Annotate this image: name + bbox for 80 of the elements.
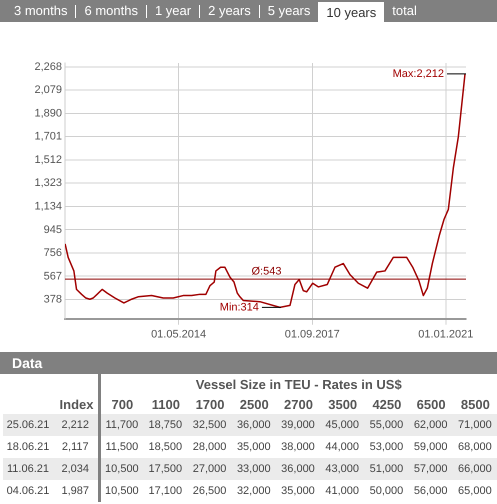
text: 43,000 [325, 463, 360, 475]
y-tick-label: 756 [44, 247, 62, 260]
y-tick-label: 1,323 [34, 177, 62, 190]
y-tick-label: 1,512 [34, 154, 62, 166]
text: Data [0, 352, 497, 374]
text: 71,000 [458, 419, 492, 431]
text: 3 months [13, 2, 68, 20]
text: 26,500 [192, 485, 226, 497]
text: 51,000 [370, 463, 404, 475]
text: 39,000 [281, 419, 315, 431]
text: 17,100 [148, 485, 182, 497]
y-tick-label: 1,701 [34, 130, 62, 143]
y-tick-label: 2,079 [34, 84, 62, 96]
x-tick-label: 01.05.2014 [151, 328, 206, 340]
text: 2,034 [61, 463, 90, 475]
category-label: 1700 [194, 396, 226, 414]
ref-line-label: Ø:543 [251, 266, 282, 278]
text: 2 years [207, 2, 252, 20]
category-label: 2700 [283, 396, 314, 414]
text: 66,000 [458, 463, 492, 475]
category-label: Index [53, 394, 99, 414]
y-tick-label: 945 [44, 224, 62, 236]
category-label: 8500 [460, 396, 491, 414]
category-label: 04.06.21 [6, 485, 50, 497]
text: 59,000 [414, 441, 448, 453]
text: 38,000 [281, 441, 315, 453]
category-label: 11.06.21 [6, 463, 49, 475]
text: total [391, 2, 418, 20]
text: 10,500 [105, 463, 139, 475]
text: 33,000 [236, 463, 271, 475]
text: 35,000 [236, 441, 271, 453]
x-tick-label: 01.09.2017 [284, 328, 340, 340]
text: 62,000 [414, 419, 448, 431]
category-label: 3500 [327, 396, 358, 414]
text: 1,987 [61, 485, 90, 497]
category-label: 2500 [238, 396, 270, 414]
annotation: Min:314 [220, 301, 259, 314]
text: 6 months [83, 2, 139, 20]
text: 57,000 [414, 463, 448, 475]
y-tick-label: 1,134 [34, 200, 62, 212]
category-label: 1100 [150, 396, 181, 414]
text: 2,212 [61, 419, 90, 431]
text: 1 year [154, 2, 192, 20]
text: 68,000 [458, 441, 492, 453]
text: 32,500 [192, 419, 226, 431]
text: 18,500 [148, 441, 182, 453]
y-tick-label: 2,268 [34, 60, 62, 73]
text: 5 years [266, 2, 312, 20]
y-tick-label: 1,890 [34, 107, 62, 120]
text: 32,000 [236, 485, 271, 497]
text: 11,700 [105, 419, 138, 431]
text: 17,500 [148, 463, 182, 475]
annotation: Max:2,212 [392, 68, 444, 80]
text: 28,000 [192, 441, 226, 453]
text: 50,000 [370, 485, 404, 497]
category-label: 700 [110, 396, 134, 414]
text: 45,000 [325, 419, 360, 431]
y-tick-label: 567 [44, 270, 62, 282]
text: 35,000 [281, 485, 315, 497]
category-label: 18.06.21 [6, 441, 50, 453]
text: 44,000 [325, 441, 360, 453]
text: 10 years [318, 2, 384, 24]
y-tick-label: 378 [44, 294, 62, 306]
category-label: 6500 [416, 396, 447, 414]
text: Vessel Size in TEU - Rates in US$ [194, 376, 403, 394]
text: 53,000 [370, 441, 404, 453]
category-label: 4250 [371, 396, 402, 414]
text: 65,000 [458, 485, 492, 497]
text: 36,000 [281, 463, 315, 475]
text: 10,500 [105, 485, 139, 497]
text: 41,000 [325, 485, 360, 497]
text: 55,000 [370, 419, 404, 431]
text: 27,000 [192, 463, 226, 475]
category-label: 25.06.21 [6, 419, 50, 431]
text: 2,117 [62, 441, 89, 453]
text: 56,000 [414, 485, 448, 497]
text: 18,750 [148, 419, 182, 431]
text: 36,000 [236, 419, 271, 431]
x-tick-label: 01.01.2021 [418, 328, 474, 340]
text: 11,500 [105, 441, 138, 453]
